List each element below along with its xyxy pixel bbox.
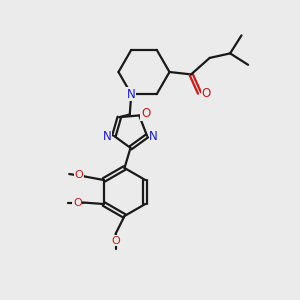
Text: O: O <box>202 86 211 100</box>
Text: N: N <box>149 130 158 143</box>
Text: O: O <box>111 236 120 246</box>
Text: O: O <box>73 197 82 208</box>
Text: O: O <box>74 170 83 180</box>
Text: N: N <box>127 88 135 100</box>
Text: O: O <box>141 107 150 120</box>
Text: N: N <box>103 130 112 143</box>
